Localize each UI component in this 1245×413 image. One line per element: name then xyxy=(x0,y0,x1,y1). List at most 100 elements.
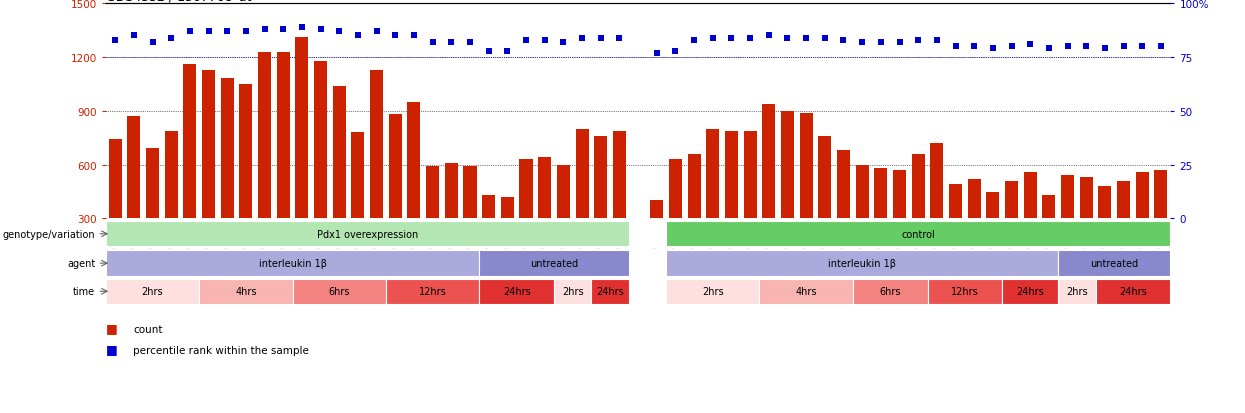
Text: 24hrs: 24hrs xyxy=(503,287,530,297)
Text: 6hrs: 6hrs xyxy=(879,287,901,297)
Text: 12hrs: 12hrs xyxy=(951,287,979,297)
Text: 12hrs: 12hrs xyxy=(418,287,447,297)
Bar xyxy=(1042,196,1056,219)
Bar xyxy=(1023,172,1037,219)
Bar xyxy=(199,279,293,304)
Bar xyxy=(928,279,1002,304)
Bar xyxy=(332,86,346,219)
Bar xyxy=(855,165,869,219)
Bar xyxy=(725,131,738,219)
Bar xyxy=(276,52,290,219)
Bar xyxy=(1079,178,1093,219)
Bar xyxy=(1005,181,1018,219)
Text: 6hrs: 6hrs xyxy=(329,287,350,297)
Text: time: time xyxy=(73,287,95,297)
Bar xyxy=(911,154,925,219)
Bar xyxy=(799,113,813,219)
Text: Pdx1 overexpression: Pdx1 overexpression xyxy=(316,229,418,239)
Bar xyxy=(706,129,720,219)
Bar xyxy=(594,137,608,219)
Bar xyxy=(1058,251,1170,276)
Bar xyxy=(986,192,1000,219)
Text: 2hrs: 2hrs xyxy=(1066,287,1088,297)
Bar xyxy=(500,197,514,219)
Text: 4hrs: 4hrs xyxy=(796,287,817,297)
Text: ■: ■ xyxy=(106,342,117,355)
Bar xyxy=(538,158,552,219)
Bar xyxy=(687,154,701,219)
Bar xyxy=(106,221,629,247)
Bar xyxy=(837,151,850,219)
Text: GDS4332 / 1367768_at: GDS4332 / 1367768_at xyxy=(106,0,251,3)
Bar xyxy=(591,279,629,304)
Bar xyxy=(293,279,386,304)
Bar xyxy=(106,251,479,276)
Bar xyxy=(666,221,1170,247)
Bar xyxy=(108,140,122,219)
Bar xyxy=(426,167,439,219)
Bar xyxy=(666,279,759,304)
Text: agent: agent xyxy=(67,259,95,268)
Text: count: count xyxy=(133,325,163,335)
Bar xyxy=(818,137,832,219)
Bar xyxy=(258,52,271,219)
Bar xyxy=(930,144,944,219)
Bar xyxy=(351,133,365,219)
Bar xyxy=(575,129,589,219)
Bar xyxy=(613,131,626,219)
Bar xyxy=(388,115,402,219)
Text: percentile rank within the sample: percentile rank within the sample xyxy=(133,345,309,355)
Text: interleukin 1β: interleukin 1β xyxy=(259,259,326,268)
Bar xyxy=(479,251,629,276)
Bar xyxy=(239,85,253,219)
Bar xyxy=(781,112,794,219)
Bar xyxy=(1096,279,1170,304)
Bar xyxy=(127,117,141,219)
Text: control: control xyxy=(901,229,935,239)
Bar xyxy=(669,160,682,219)
Bar xyxy=(759,279,853,304)
Bar xyxy=(967,180,981,219)
Bar xyxy=(1002,279,1058,304)
Text: ■: ■ xyxy=(106,322,117,335)
Bar xyxy=(1135,172,1149,219)
Bar xyxy=(479,279,554,304)
Bar xyxy=(386,279,479,304)
Bar xyxy=(146,149,159,219)
Bar xyxy=(164,131,178,219)
Bar xyxy=(743,131,757,219)
Text: genotype/variation: genotype/variation xyxy=(2,229,95,239)
Bar xyxy=(106,279,199,304)
Bar xyxy=(853,279,928,304)
Bar xyxy=(295,38,309,219)
Bar xyxy=(893,171,906,219)
Bar xyxy=(762,104,776,219)
Bar xyxy=(557,165,570,219)
Bar xyxy=(220,79,234,219)
Bar xyxy=(554,279,591,304)
Bar xyxy=(202,70,215,219)
Bar xyxy=(482,196,496,219)
Text: interleukin 1β: interleukin 1β xyxy=(828,259,896,268)
Text: untreated: untreated xyxy=(530,259,578,268)
Bar xyxy=(650,201,664,219)
Text: 24hrs: 24hrs xyxy=(1119,287,1147,297)
Text: 2hrs: 2hrs xyxy=(561,287,584,297)
Text: untreated: untreated xyxy=(1091,259,1138,268)
Text: 4hrs: 4hrs xyxy=(235,287,256,297)
Bar xyxy=(1058,279,1096,304)
Bar xyxy=(519,160,533,219)
Text: 2hrs: 2hrs xyxy=(702,287,723,297)
Bar xyxy=(463,167,477,219)
Bar xyxy=(1061,176,1074,219)
Bar xyxy=(314,62,327,219)
Text: 24hrs: 24hrs xyxy=(1016,287,1045,297)
Bar xyxy=(444,164,458,219)
Bar xyxy=(370,70,383,219)
Bar xyxy=(666,251,1058,276)
Text: 24hrs: 24hrs xyxy=(596,287,624,297)
Bar xyxy=(1098,187,1112,219)
Bar xyxy=(874,169,888,219)
Bar xyxy=(1154,171,1168,219)
Bar xyxy=(949,185,962,219)
